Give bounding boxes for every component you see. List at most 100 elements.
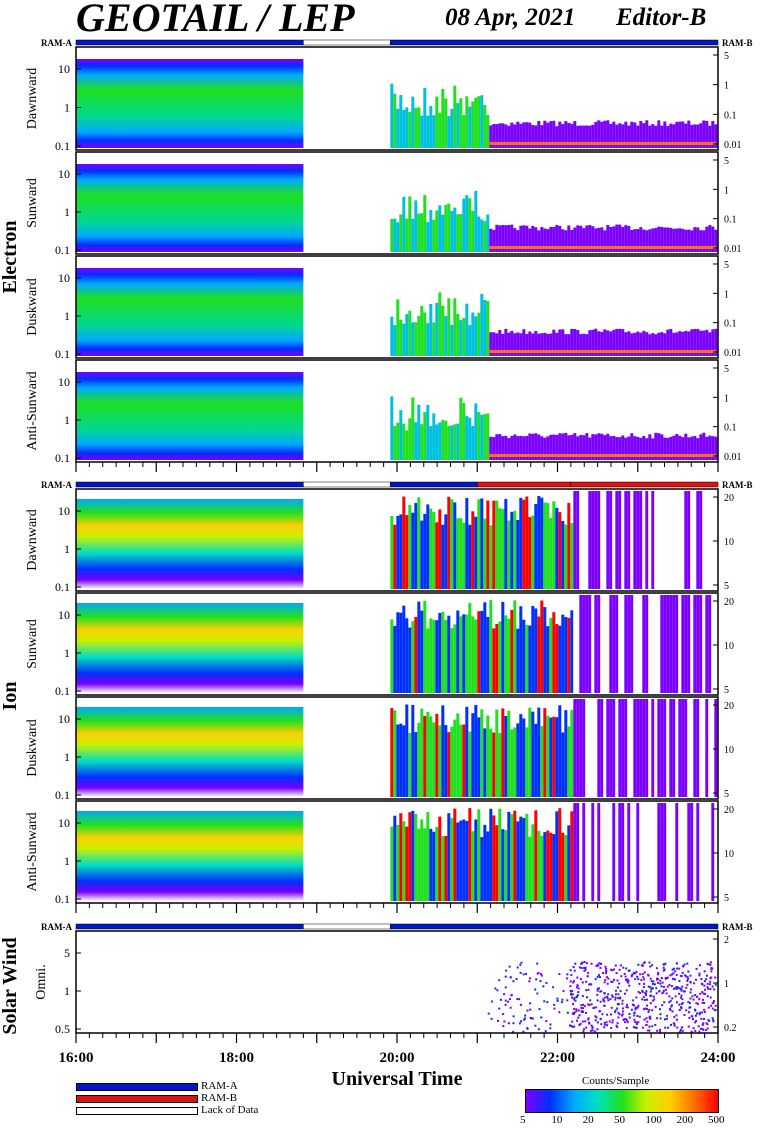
spectrogram-column [516, 519, 520, 589]
spectrogram-column [492, 332, 496, 356]
spectrogram-column [642, 699, 646, 797]
spectrogram-point [627, 981, 630, 984]
spectrogram-point [616, 986, 619, 989]
right-tick-label: 0.01 [724, 244, 742, 255]
spectrogram-point [651, 964, 654, 967]
spectrogram-column [594, 803, 598, 901]
spectrogram-column [597, 433, 601, 460]
spectrogram-column [444, 420, 448, 460]
spectrogram-point [580, 962, 583, 965]
spectrogram-column [621, 435, 625, 460]
spectrogram-point [575, 996, 578, 999]
spectrogram-column [486, 715, 490, 797]
left-tick-label: 10 [58, 608, 70, 622]
ram-bar-segment [390, 481, 478, 488]
spectrogram-point [651, 982, 654, 985]
spectrogram-point [711, 1007, 714, 1010]
spectrogram-point [598, 1010, 601, 1013]
spectrogram-column [708, 225, 712, 252]
spectrogram-column [588, 125, 592, 148]
spectrogram-column [501, 333, 505, 356]
spectrogram-point [626, 978, 629, 981]
spectrogram-column [549, 617, 553, 693]
spectrogram-column [405, 826, 409, 901]
spectrogram-column [621, 595, 625, 693]
spectrogram-column [594, 121, 598, 148]
spectrogram-point [588, 1004, 591, 1007]
spectrogram-column [459, 98, 463, 148]
spectrogram-point [508, 965, 511, 968]
spectrogram-point [576, 984, 579, 987]
spectrogram-column [591, 434, 595, 460]
spectrogram-column [627, 803, 631, 901]
spectrogram-column [702, 330, 706, 356]
spectrogram-column [429, 828, 433, 901]
spectrogram-column [504, 498, 508, 589]
spectrogram-column [612, 699, 616, 797]
spectrogram-point [683, 963, 686, 966]
spectrogram-column [708, 699, 712, 797]
spectrogram-column [603, 699, 607, 797]
spectrogram-column [639, 227, 643, 252]
spectrogram-point [581, 995, 584, 998]
spectrogram-point [534, 1024, 537, 1027]
spectrogram-point [580, 1011, 583, 1014]
spectrogram-point [568, 1024, 571, 1027]
spectrogram-point [617, 1011, 620, 1014]
spectrogram-column [690, 595, 694, 693]
spectrogram-column [540, 125, 544, 148]
spectrogram-point [570, 1025, 573, 1028]
spectrogram-point [649, 990, 652, 993]
spectrogram-point [690, 988, 693, 991]
spectrogram-column [660, 125, 664, 148]
spectrogram-column [669, 123, 673, 148]
spectrogram-column [393, 524, 397, 589]
spectrogram-point [707, 987, 710, 990]
spectrogram-point [711, 985, 714, 988]
spectrogram-column [564, 121, 568, 148]
spectrogram-point [578, 966, 581, 969]
spectrogram-column [558, 512, 562, 589]
spectrogram-point [627, 969, 630, 972]
spectrogram-column [441, 305, 445, 356]
spectrogram-column [513, 434, 517, 460]
spectrogram-point [706, 1027, 709, 1030]
spectrogram-column [429, 303, 433, 356]
spectrogram-column [576, 803, 580, 901]
spectrogram-column [471, 210, 475, 252]
spectrogram-point [686, 978, 689, 981]
colorbar-tick-label: 500 [708, 1114, 725, 1126]
spectrogram-column [699, 803, 703, 901]
spectrogram-point [671, 968, 674, 971]
spectrogram-column [579, 699, 583, 797]
spectrogram-column [621, 226, 625, 252]
spectrogram-column [651, 228, 655, 252]
spectrogram-point [631, 1003, 634, 1006]
spectrogram-column [687, 437, 691, 460]
spectrogram-column [594, 595, 598, 693]
spectrogram-point [583, 1005, 586, 1008]
spectrogram-column [552, 120, 556, 148]
spectrogram-point [642, 962, 645, 965]
spectrogram-point [610, 1006, 613, 1009]
spectrogram-point [581, 1020, 584, 1023]
right-tick-label: 5 [724, 893, 729, 904]
spectrogram-column [543, 228, 547, 252]
spectrogram-point [662, 969, 665, 972]
spectrogram-column [420, 610, 424, 693]
spectrogram-column [678, 491, 682, 589]
spectrogram-column [531, 225, 535, 252]
spectrogram-column [585, 125, 589, 148]
spectrogram-point [576, 976, 579, 979]
spectrogram-point [516, 966, 519, 969]
spectrogram-column [690, 124, 694, 148]
spectrogram-column [624, 491, 628, 589]
spectrogram-column [615, 595, 619, 693]
spectrogram-column [537, 120, 541, 148]
spectrogram-column [576, 125, 580, 148]
spectrogram-column [543, 832, 547, 901]
spectrogram-column [444, 316, 448, 356]
spectrogram-column [564, 710, 568, 797]
spectrogram-point [670, 985, 673, 988]
spectrogram-point [572, 1011, 575, 1014]
